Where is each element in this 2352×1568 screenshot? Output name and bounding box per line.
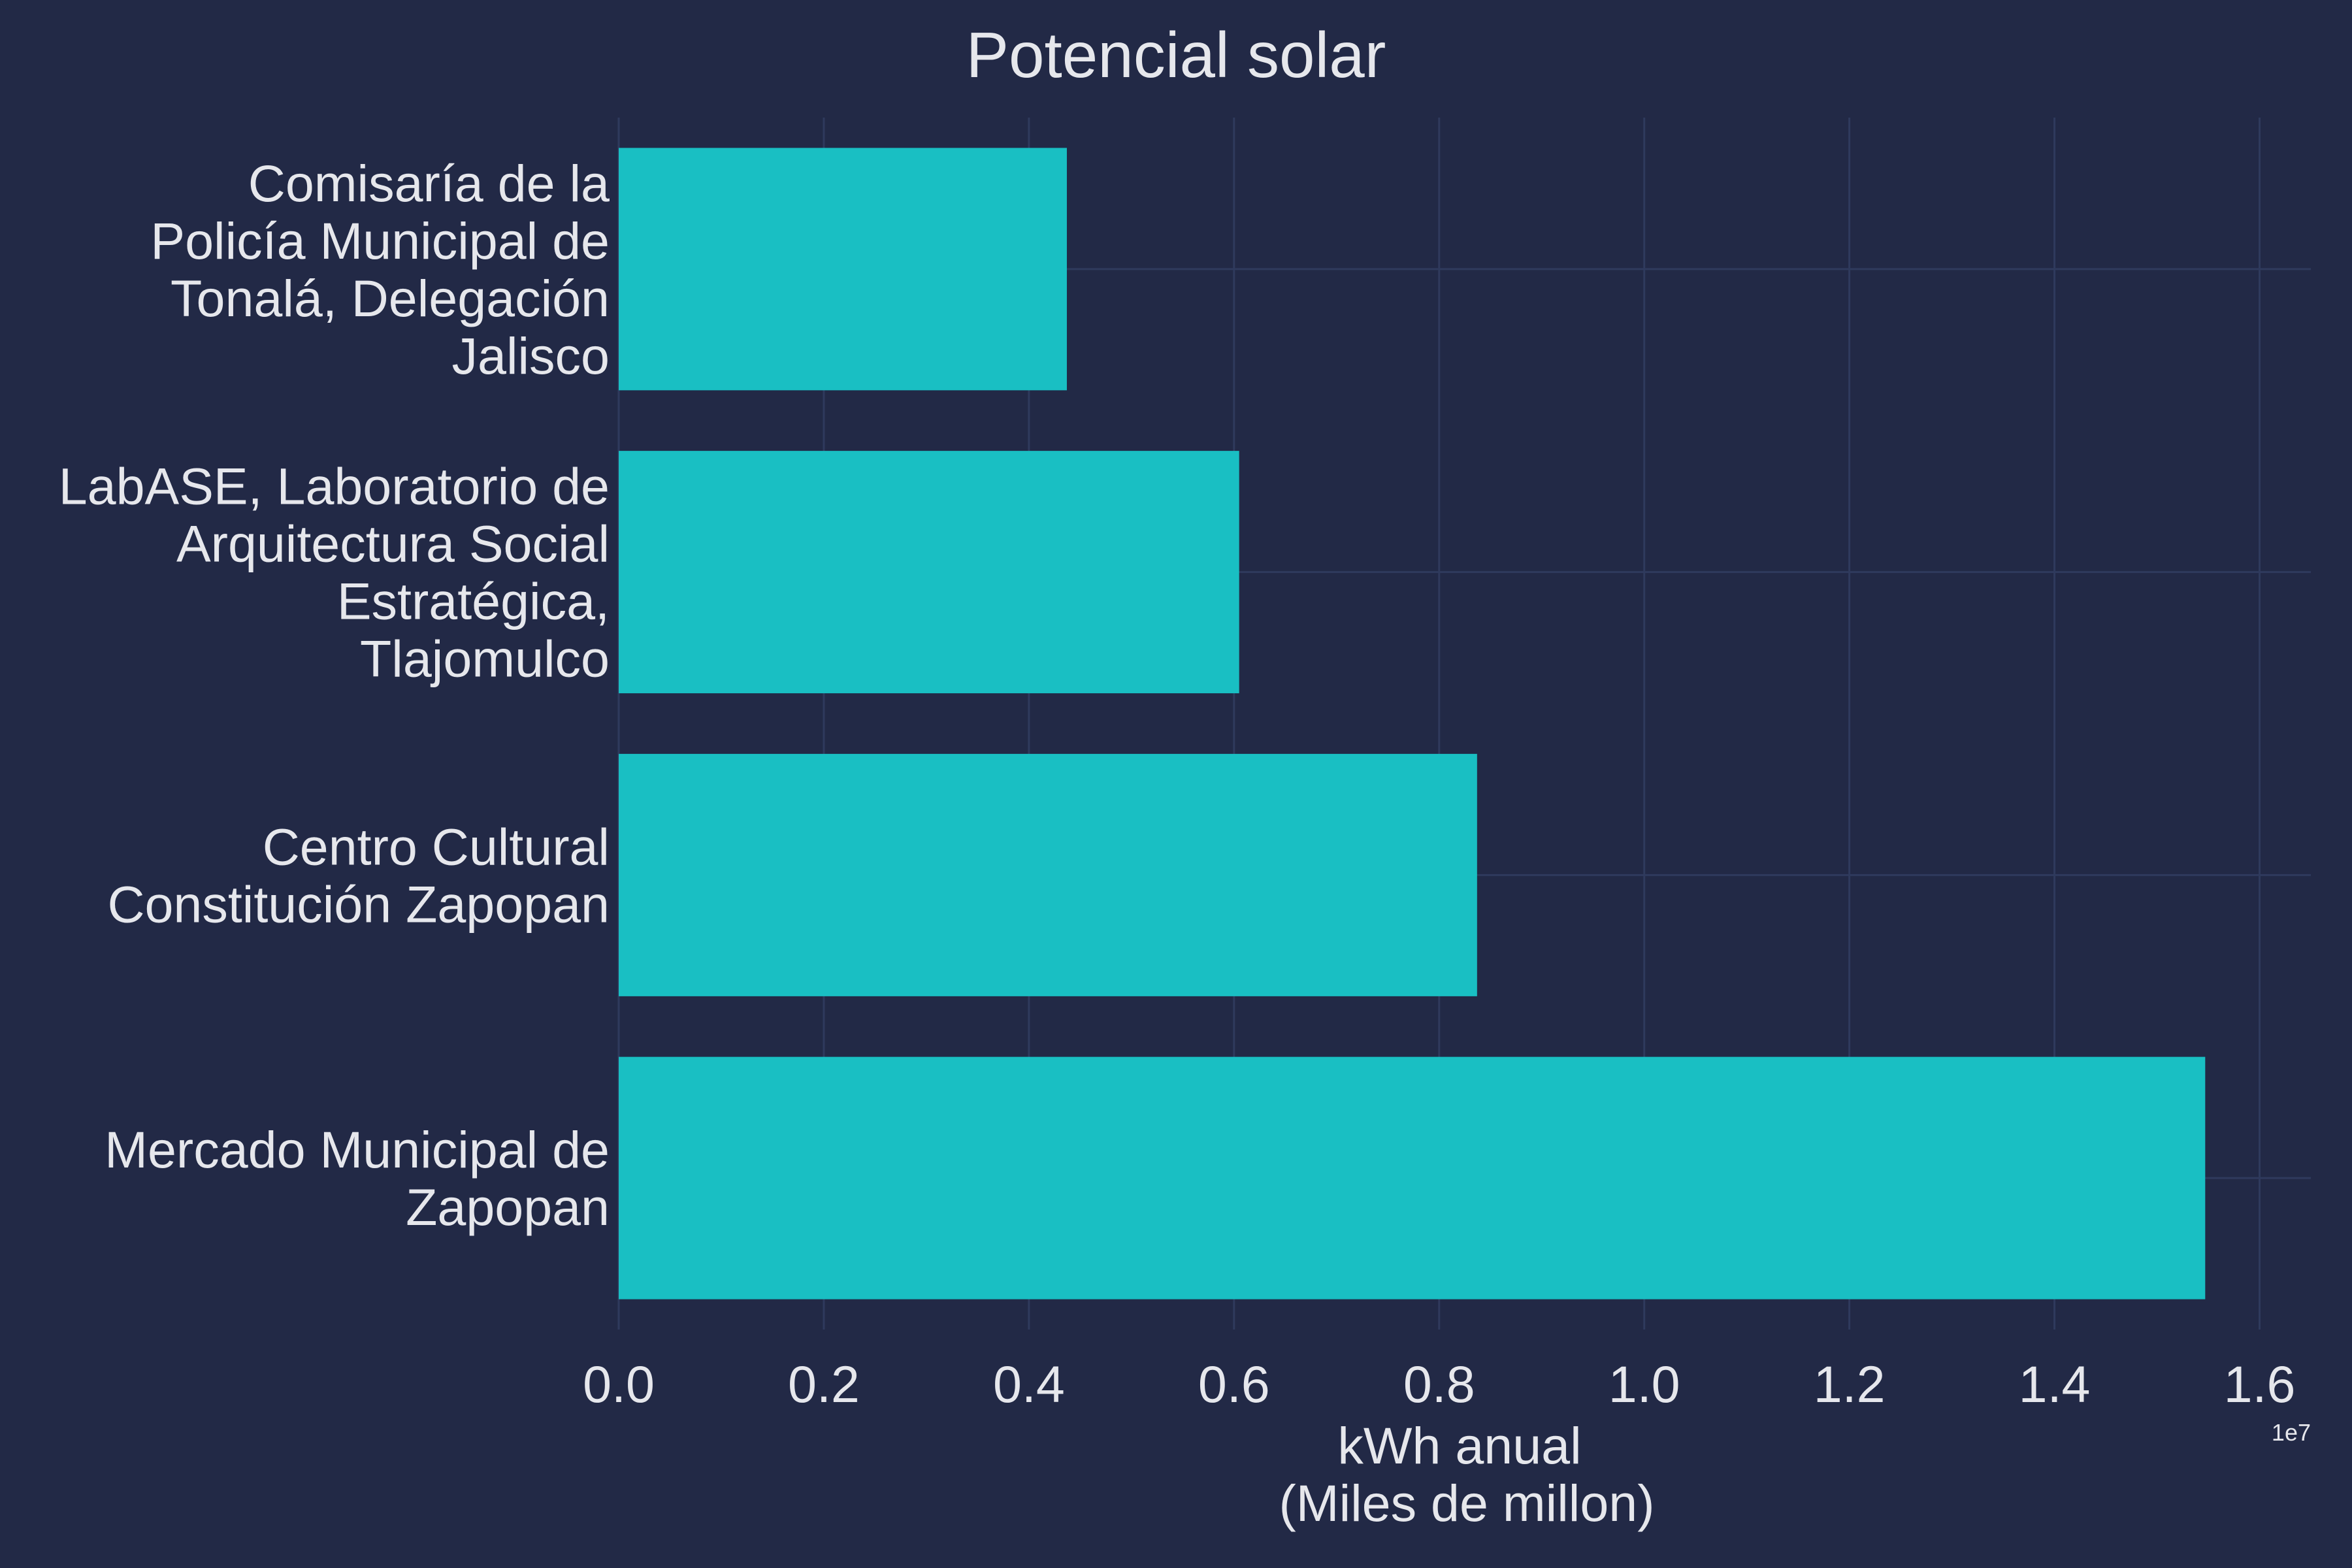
category-label-line: Jalisco [452, 327, 610, 385]
x-tick-label: 0.4 [993, 1355, 1065, 1413]
category-label-line: Tlajomulco [360, 630, 610, 688]
chart-title: Potencial solar [966, 19, 1386, 91]
x-tick-label: 1.2 [1814, 1355, 1886, 1413]
category-label-line: Mercado Municipal de [105, 1120, 610, 1179]
category-labels: Comisaría de la Policía Municipal de Tonal… [59, 154, 610, 1236]
x-tick-label: 0.0 [583, 1355, 655, 1413]
category-label-line: LabASE, Laboratorio de [59, 457, 610, 515]
x-tick-label: 1.0 [1609, 1355, 1680, 1413]
bars [619, 148, 2206, 1299]
bar [619, 148, 1067, 391]
category-label-line: Comisaría de la [248, 154, 610, 212]
x-tick-label: 0.8 [1403, 1355, 1475, 1413]
x-tick-label: 1.6 [2224, 1355, 2296, 1413]
category-label-line: Centro Cultural [263, 817, 610, 875]
category-label-line: Tonalá, Delegación [171, 269, 610, 327]
bar [619, 1056, 2206, 1299]
category-label-line: Policía Municipal de [150, 212, 610, 270]
category-label: Mercado Municipal de Zapopan [105, 1120, 610, 1236]
category-label-line: Zapopan [406, 1178, 610, 1236]
category-label: Comisaría de la Policía Municipal de Tonal… [150, 154, 610, 385]
x-tick-label: 0.6 [1198, 1355, 1270, 1413]
category-label: Centro Cultural Constitución Zapopan [107, 817, 610, 933]
category-label-line: Arquitectura Social [176, 515, 610, 573]
bar [619, 451, 1239, 694]
bar [619, 753, 1477, 996]
x-axis-label-line-1: kWh anual [1337, 1416, 1581, 1475]
x-tick-label: 0.2 [788, 1355, 860, 1413]
x-axis-label-line-2: (Miles de millon) [1279, 1474, 1654, 1532]
x-axis-label: kWh anual (Miles de millon) [1279, 1416, 1654, 1532]
x-tick-labels: 0.0 0.2 0.4 0.6 0.8 1.0 1.2 1.4 1.6 [583, 1355, 2295, 1413]
category-label: LabASE, Laboratorio de Arquitectura Socia… [59, 457, 610, 688]
category-label-line: Estratégica, [337, 572, 610, 630]
category-label-line: Constitución Zapopan [107, 875, 610, 933]
x-tick-label: 1.4 [2019, 1355, 2091, 1413]
x-axis-offset-label: 1e7 [2272, 1419, 2311, 1446]
